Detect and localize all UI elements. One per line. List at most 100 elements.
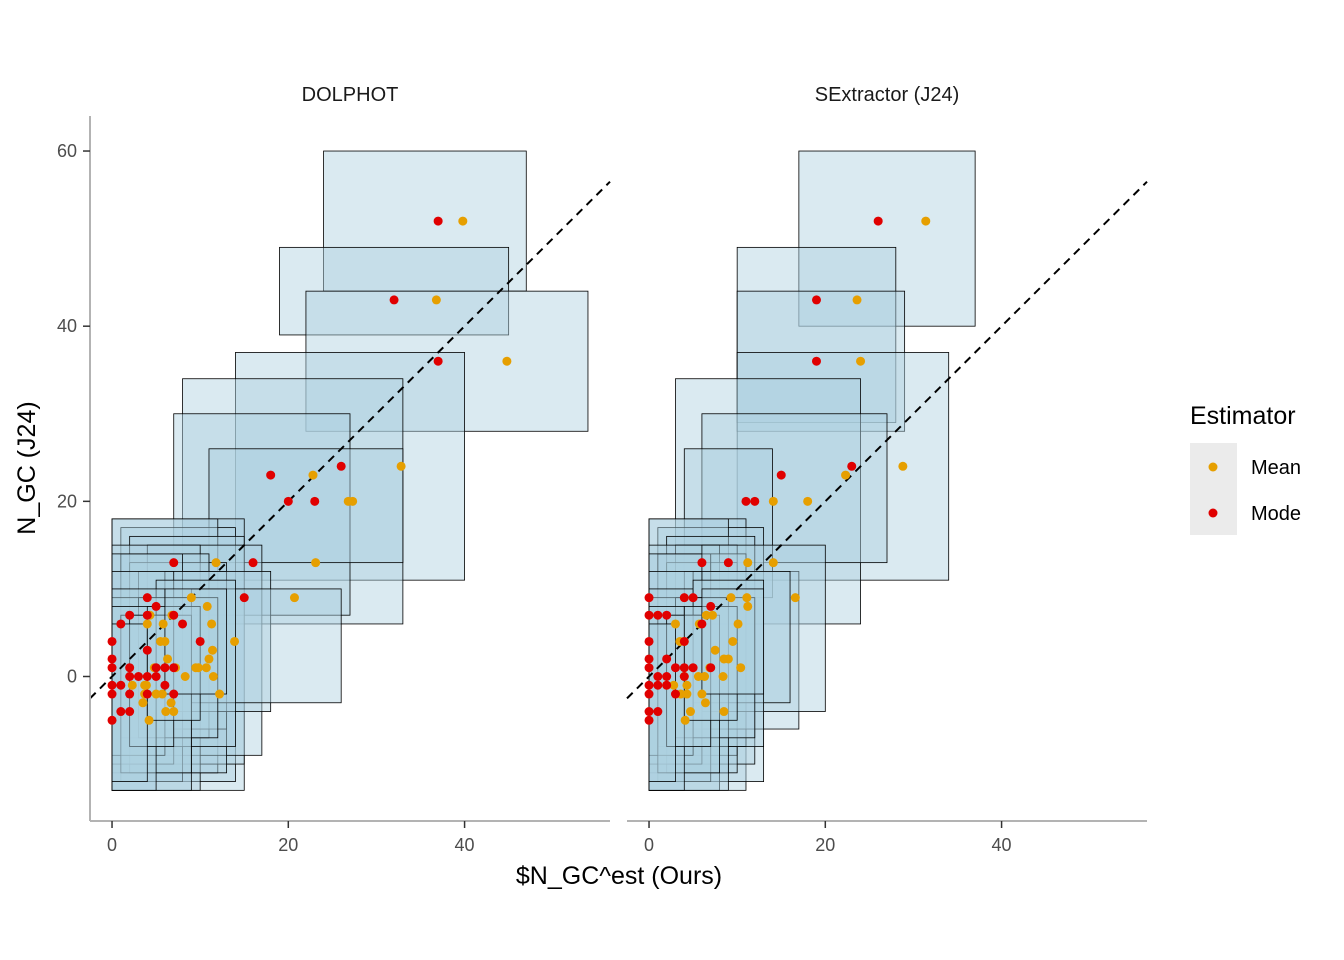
mode-point: [644, 593, 654, 603]
mode-point: [688, 593, 698, 603]
points: [644, 216, 931, 725]
mode-point: [644, 707, 654, 717]
mode-point: [142, 593, 152, 603]
mean-point: [502, 356, 512, 366]
mode-point: [248, 558, 258, 568]
x-tick-label: 20: [278, 835, 298, 855]
legend-key-mode: [1208, 508, 1218, 518]
mode-point: [239, 593, 249, 603]
mode-point: [679, 593, 689, 603]
mean-point: [682, 689, 692, 699]
mean-point: [215, 689, 225, 699]
mode-point: [644, 654, 654, 664]
mean-point: [733, 619, 743, 629]
mode-point: [706, 663, 716, 673]
mean-point: [151, 689, 161, 699]
mean-point: [742, 593, 752, 603]
mode-point: [283, 496, 293, 506]
interval-box: [675, 378, 861, 625]
mode-point: [116, 680, 126, 690]
mode-point: [310, 496, 320, 506]
mode-point: [151, 601, 161, 611]
mode-point: [697, 558, 707, 568]
mean-point: [768, 496, 778, 506]
interval-box: [208, 448, 404, 564]
mode-point: [670, 663, 680, 673]
mode-point: [151, 663, 161, 673]
mode-point: [142, 645, 152, 655]
mean-point: [169, 707, 179, 717]
mode-point: [107, 636, 117, 646]
mean-point: [700, 671, 710, 681]
mode-point: [125, 689, 135, 699]
mean-point: [682, 680, 692, 690]
mean-point: [726, 593, 736, 603]
mode-point: [644, 715, 654, 725]
mode-point: [125, 707, 135, 717]
mean-point: [790, 593, 800, 603]
panel-title: SExtractor (J24): [815, 84, 959, 106]
mean-point: [852, 295, 862, 305]
legend-key-background: [1190, 443, 1237, 535]
mode-point: [169, 558, 179, 568]
legend: Estimator Mean Mode: [1190, 402, 1301, 535]
mode-point: [389, 295, 399, 305]
mode-point: [142, 689, 152, 699]
panel-sextractor: SExtractor (J24) 0 20 40: [626, 84, 1148, 855]
points: [107, 216, 512, 725]
mode-point: [679, 663, 689, 673]
mean-point: [701, 610, 711, 620]
mean-point: [289, 593, 299, 603]
mode-point: [644, 636, 654, 646]
mode-point: [266, 470, 276, 480]
mean-point: [669, 680, 679, 690]
interval-box: [736, 246, 897, 423]
mode-point: [125, 671, 135, 681]
mean-point: [163, 654, 173, 664]
mode-point: [873, 216, 883, 226]
x-tick-label: 0: [107, 835, 117, 855]
mean-point: [308, 470, 318, 480]
mode-point: [679, 636, 689, 646]
mean-point: [431, 295, 441, 305]
mean-point: [193, 663, 203, 673]
mode-point: [160, 680, 170, 690]
mean-point: [166, 698, 176, 708]
mode-point: [433, 356, 443, 366]
mean-point: [207, 619, 217, 629]
mean-point: [736, 663, 746, 673]
panel-title: DOLPHOT: [302, 84, 399, 106]
mode-point: [169, 663, 179, 673]
mode-point: [653, 610, 663, 620]
mode-point: [723, 558, 733, 568]
mean-point: [230, 636, 240, 646]
mode-point: [706, 601, 716, 611]
mean-point: [718, 671, 728, 681]
mode-point: [847, 461, 857, 471]
mean-point: [670, 619, 680, 629]
mean-point: [743, 558, 753, 568]
mode-point: [336, 461, 346, 471]
axis-ticks: 0 20 40: [644, 821, 1012, 855]
mean-point: [697, 689, 707, 699]
mean-point: [141, 680, 151, 690]
mean-point: [707, 610, 717, 620]
mean-point: [138, 698, 148, 708]
mode-point: [142, 610, 152, 620]
mode-point: [670, 689, 680, 699]
mean-point: [710, 645, 720, 655]
mode-point: [142, 671, 152, 681]
mean-point: [921, 216, 931, 226]
interval-box: [323, 150, 527, 292]
mean-point: [157, 689, 167, 699]
mean-point: [458, 216, 468, 226]
mean-point: [680, 715, 690, 725]
mean-point: [208, 645, 218, 655]
mean-point: [142, 619, 152, 629]
mean-point: [161, 707, 171, 717]
legend-label-mean: Mean: [1251, 457, 1301, 479]
x-axis-title: $N_GC^est (Ours): [516, 862, 722, 890]
interval-boxes: [111, 150, 589, 791]
mode-point: [679, 671, 689, 681]
